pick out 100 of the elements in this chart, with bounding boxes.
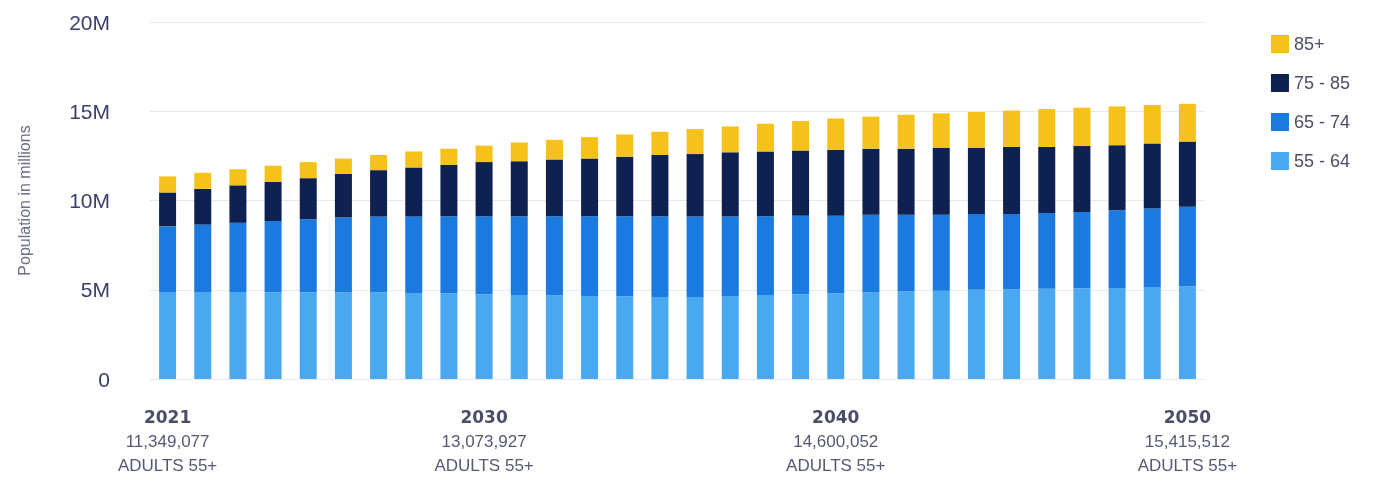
bar [405, 167, 423, 217]
bar [299, 292, 317, 379]
bar [932, 214, 950, 291]
bar [862, 292, 880, 379]
bar [1003, 110, 1021, 147]
bar [756, 123, 774, 152]
bar [827, 215, 845, 294]
bar [862, 214, 880, 293]
bar [721, 126, 739, 153]
bar [721, 296, 739, 379]
x-tick-label: 2050 [1163, 407, 1212, 427]
bar [827, 118, 845, 150]
bar [194, 188, 212, 225]
bar [581, 158, 599, 217]
bar [1108, 106, 1126, 146]
bar [159, 291, 177, 379]
bar [510, 142, 528, 162]
bar [194, 291, 212, 379]
bar [721, 152, 739, 217]
bar [299, 219, 317, 293]
y-tick-label: 0 [98, 367, 110, 391]
bar [616, 216, 634, 297]
bar [545, 216, 563, 296]
bar [229, 169, 247, 186]
bar [545, 295, 563, 379]
bar [756, 216, 774, 296]
bar [756, 151, 774, 217]
bar [194, 172, 212, 189]
bar [1178, 103, 1196, 142]
y-tick-label: 10M [69, 189, 110, 212]
total-label: 11,349,077 [125, 431, 210, 451]
bar [475, 145, 493, 163]
bar [264, 292, 282, 379]
bar [651, 131, 669, 155]
x-tick-label: 2021 [143, 407, 192, 427]
bar [967, 289, 985, 379]
bar [792, 121, 810, 151]
bar [932, 290, 950, 379]
bar [1038, 109, 1056, 147]
bar [686, 296, 704, 379]
bar [1073, 107, 1091, 147]
bar [264, 181, 282, 222]
bar [581, 296, 599, 379]
bar [1178, 286, 1196, 379]
bar [440, 164, 458, 217]
bar [967, 111, 985, 148]
bar [475, 162, 493, 217]
bar [545, 159, 563, 217]
bar [1178, 141, 1196, 207]
total-label: 15,415,512 [1144, 431, 1230, 451]
bar [756, 295, 774, 379]
bar [370, 170, 388, 217]
bar [334, 173, 352, 218]
bar [1003, 213, 1021, 290]
bar [510, 161, 528, 217]
bar [370, 292, 388, 379]
bar [334, 292, 352, 379]
bar [510, 216, 528, 296]
bar [370, 154, 388, 171]
bar [1108, 145, 1126, 211]
bar [932, 147, 950, 215]
bar [405, 292, 423, 379]
legend-label: 85+ [1293, 34, 1325, 54]
bar [510, 295, 528, 379]
bar [862, 148, 880, 215]
bar [792, 215, 810, 295]
text: ADULTS 55+ [786, 455, 886, 475]
bar [686, 129, 704, 155]
bar [264, 221, 282, 293]
bar [616, 296, 634, 379]
bar [721, 216, 739, 296]
bar [1038, 146, 1056, 213]
bar [405, 151, 423, 168]
bar [651, 296, 669, 379]
text: ADULTS 55+ [434, 455, 534, 475]
y-tick-label: 20M [69, 10, 110, 34]
legend-label: 75 - 85 [1293, 73, 1351, 93]
bar [334, 158, 352, 174]
bar [264, 165, 282, 182]
bar [792, 150, 810, 216]
y-tick-label: 5M [80, 278, 110, 302]
x-tick-label: 2040 [812, 407, 860, 427]
bar [194, 224, 212, 292]
bar [1143, 287, 1161, 379]
bar [299, 178, 317, 220]
bar [475, 216, 493, 295]
bar [475, 294, 493, 379]
bar [897, 291, 915, 379]
bar [405, 216, 423, 293]
bar [1178, 206, 1196, 287]
bar [440, 148, 458, 165]
bar [1108, 210, 1126, 288]
bar [1003, 146, 1021, 214]
bar [897, 214, 915, 292]
bar [1073, 288, 1091, 379]
text: ADULTS 55+ [117, 455, 218, 475]
text: ADULTS 55+ [1137, 455, 1238, 475]
bar [370, 216, 388, 293]
bar [545, 139, 563, 160]
bar [651, 216, 669, 297]
